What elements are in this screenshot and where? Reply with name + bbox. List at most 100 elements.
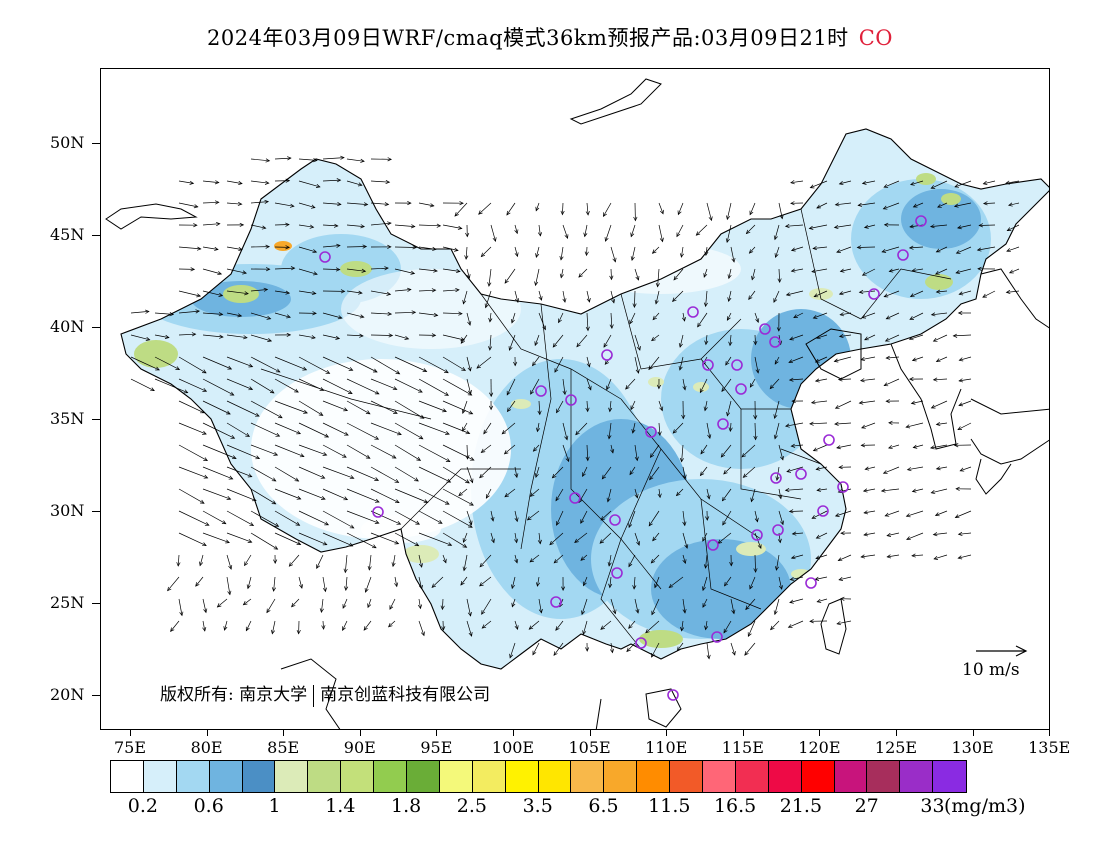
station-marker [769,336,781,348]
legend-swatch [538,761,572,792]
lon-tick [130,730,131,736]
station-marker [707,539,719,551]
map-panel [100,68,1050,730]
lon-label-115E: 115E [721,738,764,757]
legend-label: 1 [268,795,281,817]
lat-tick [92,327,100,328]
station-marker [897,249,909,261]
station-marker [823,434,835,446]
copyright-note: 版权所有: 南京大学 南京创蓝科技有限公司 [160,680,490,707]
station-marker [731,359,743,371]
station-marker [535,385,547,397]
station-marker [667,689,679,701]
station-marker [759,323,771,335]
lat-label-50N: 50N [50,133,85,152]
lon-label-105E: 105E [568,738,611,757]
lon-tick [666,730,668,736]
station-marker [711,631,723,643]
copyright-org2: 南京创蓝科技有限公司 [320,685,491,705]
station-marker [837,481,849,493]
legend-swatch [768,761,802,792]
lon-label-120E: 120E [798,738,841,757]
copyright-separator [313,684,315,707]
lon-label-90E: 90E [343,738,376,757]
legend-swatch [505,761,539,792]
wind-reference-label: 10 m/s [962,660,1020,680]
station-marker [772,524,784,536]
legend-swatch [900,761,934,792]
station-marker [817,505,829,517]
legend-swatch [637,761,671,792]
station-marker [717,418,729,430]
lon-label-100E: 100E [491,738,535,757]
lat-label-40N: 40N [50,317,85,336]
lon-tick [1049,730,1051,736]
copyright-org1: 南京大学 [239,685,308,705]
wind-vector-field [130,155,1020,660]
legend-swatch [275,761,309,792]
legend-label: 33 [920,795,945,817]
lon-tick [436,730,438,736]
station-marker [601,349,613,361]
legend-swatch [439,761,473,792]
legend-swatch [604,761,638,792]
china-border [120,128,1049,670]
chart-title: 2024年03月09日WRF/cmaq模式36km预报产品:03月09日21时 C… [0,22,1100,52]
legend-swatch [143,761,177,792]
station-marker [770,472,782,484]
legend-swatch [703,761,736,792]
station-marker [687,306,699,318]
lon-tick [896,730,897,736]
station-marker [565,394,577,406]
lat-label-35N: 35N [50,409,85,428]
lat-tick [92,603,100,604]
legend-label: 1.4 [325,795,356,817]
station-marker [805,577,817,589]
station-marker [319,251,331,263]
legend-swatch [571,761,605,792]
legend-swatch [176,761,210,792]
wind-reference-arrow [976,645,1028,657]
legend-swatch [308,761,342,792]
color-legend-bar [110,760,968,793]
legend-unit: (mg/m3) [944,795,1026,817]
lon-tick [359,730,361,736]
legend-label: 16.5 [713,795,757,817]
lat-tick [92,511,100,512]
lon-label-110E: 110E [645,738,688,757]
legend-label: 21.5 [779,795,823,817]
station-marker [868,288,880,300]
lon-label-130E: 130E [951,738,994,757]
station-marker [635,637,647,649]
title-species: CO [858,26,893,50]
copyright-prefix: 版权所有: [160,685,234,705]
legend-swatch [209,761,243,792]
legend-swatch [407,761,440,792]
legend-label: 11.5 [648,795,691,817]
station-marker [609,514,621,526]
legend-label: 1.8 [390,795,422,817]
lon-label-80E: 80E [190,738,223,757]
station-marker [645,426,657,438]
lon-label-135E: 135E [1028,738,1071,757]
lat-label-25N: 25N [50,593,85,612]
lat-label-30N: 30N [50,501,85,520]
legend-swatch [834,761,868,792]
station-marker [751,529,763,541]
legend-swatch [242,761,276,792]
province-borders [260,208,952,650]
legend-swatch [472,761,506,792]
station-marker [915,215,927,227]
lon-label-95E: 95E [420,738,453,757]
lat-tick [92,235,100,236]
station-marker [569,492,581,504]
legend-label: 27 [854,795,879,817]
legend-swatch [867,761,901,792]
lon-label-125E: 125E [874,738,918,757]
lat-label-45N: 45N [50,225,85,244]
station-marker [550,596,562,608]
lon-label-75E: 75E [113,738,147,757]
station-markers [319,215,927,701]
station-marker [702,359,714,371]
legend-swatch [670,761,704,792]
